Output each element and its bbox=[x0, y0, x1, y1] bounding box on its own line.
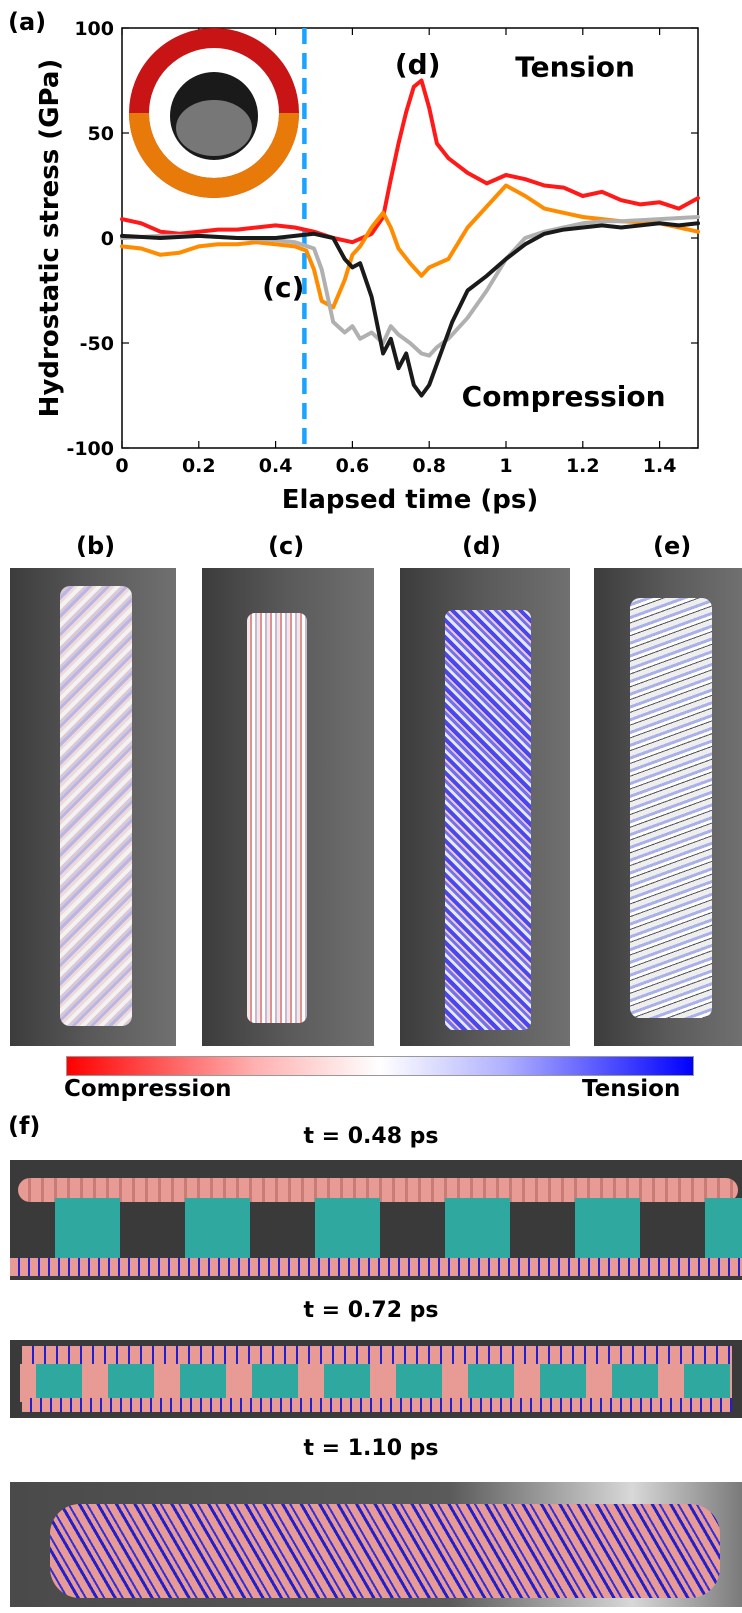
nanotube-snapshot-e bbox=[594, 568, 742, 1046]
x-tick-label: 0.8 bbox=[412, 455, 446, 477]
x-tick-label: 1.4 bbox=[643, 455, 677, 477]
panel-label-d: (d) bbox=[462, 532, 502, 560]
layer-snapshot-072ps bbox=[10, 1340, 742, 1418]
annotation-2: (c) bbox=[262, 271, 304, 304]
x-tick-label: 1.2 bbox=[566, 455, 600, 477]
y-tick-label: 0 bbox=[101, 228, 114, 250]
nanotube-snapshot-b bbox=[10, 568, 176, 1046]
colorbar-label-tension: Tension bbox=[582, 1076, 681, 1102]
series-line-2 bbox=[120, 215, 700, 358]
y-tick-label: -100 bbox=[66, 438, 114, 460]
panel-label-b: (b) bbox=[76, 532, 116, 560]
y-tick-label: 50 bbox=[88, 123, 114, 145]
colorbar-label-compression: Compression bbox=[64, 1076, 232, 1102]
nanotube-snapshot-c bbox=[202, 568, 374, 1046]
panel-label-c: (c) bbox=[268, 532, 305, 560]
stress-colorbar bbox=[66, 1056, 694, 1076]
layer-snapshot-048ps bbox=[10, 1160, 742, 1280]
stress-chart: 0 0.2 0.4 0.6 0.8 1 1.2 1.4 -100 -50 0 50 100 Elapsed… bbox=[35, 18, 700, 515]
panel-label-a: (a) bbox=[8, 8, 47, 36]
annotation-1: Tension bbox=[515, 50, 635, 83]
annotation-3: Compression bbox=[462, 380, 666, 413]
x-axis-label: Elapsed time (ps) bbox=[282, 485, 539, 515]
time-label-1: t = 0.48 ps bbox=[303, 1124, 439, 1149]
y-tick-label: 100 bbox=[74, 18, 114, 40]
y-tick-label: -50 bbox=[80, 333, 114, 355]
nanotube-snapshot-d bbox=[400, 568, 570, 1046]
time-label-2: t = 0.72 ps bbox=[303, 1298, 439, 1323]
time-label-3: t = 1.10 ps bbox=[303, 1436, 439, 1461]
series-line-0 bbox=[120, 78, 700, 245]
series-line-1 bbox=[120, 183, 700, 310]
panel-label-f: (f) bbox=[8, 1112, 41, 1140]
x-tick-label: 1 bbox=[499, 455, 512, 477]
x-tick-label: 0.2 bbox=[182, 455, 216, 477]
cross-section-inset bbox=[129, 28, 299, 198]
series-line-3 bbox=[120, 221, 700, 398]
panel-label-e: (e) bbox=[653, 532, 692, 560]
layer-snapshot-110ps bbox=[10, 1482, 742, 1607]
x-tick-label: 0 bbox=[115, 455, 128, 477]
annotation-0: (d) bbox=[395, 48, 441, 81]
x-tick-label: 0.4 bbox=[259, 455, 293, 477]
y-axis-label: Hydrostatic stress (GPa) bbox=[35, 59, 65, 418]
x-tick-label: 0.6 bbox=[336, 455, 370, 477]
